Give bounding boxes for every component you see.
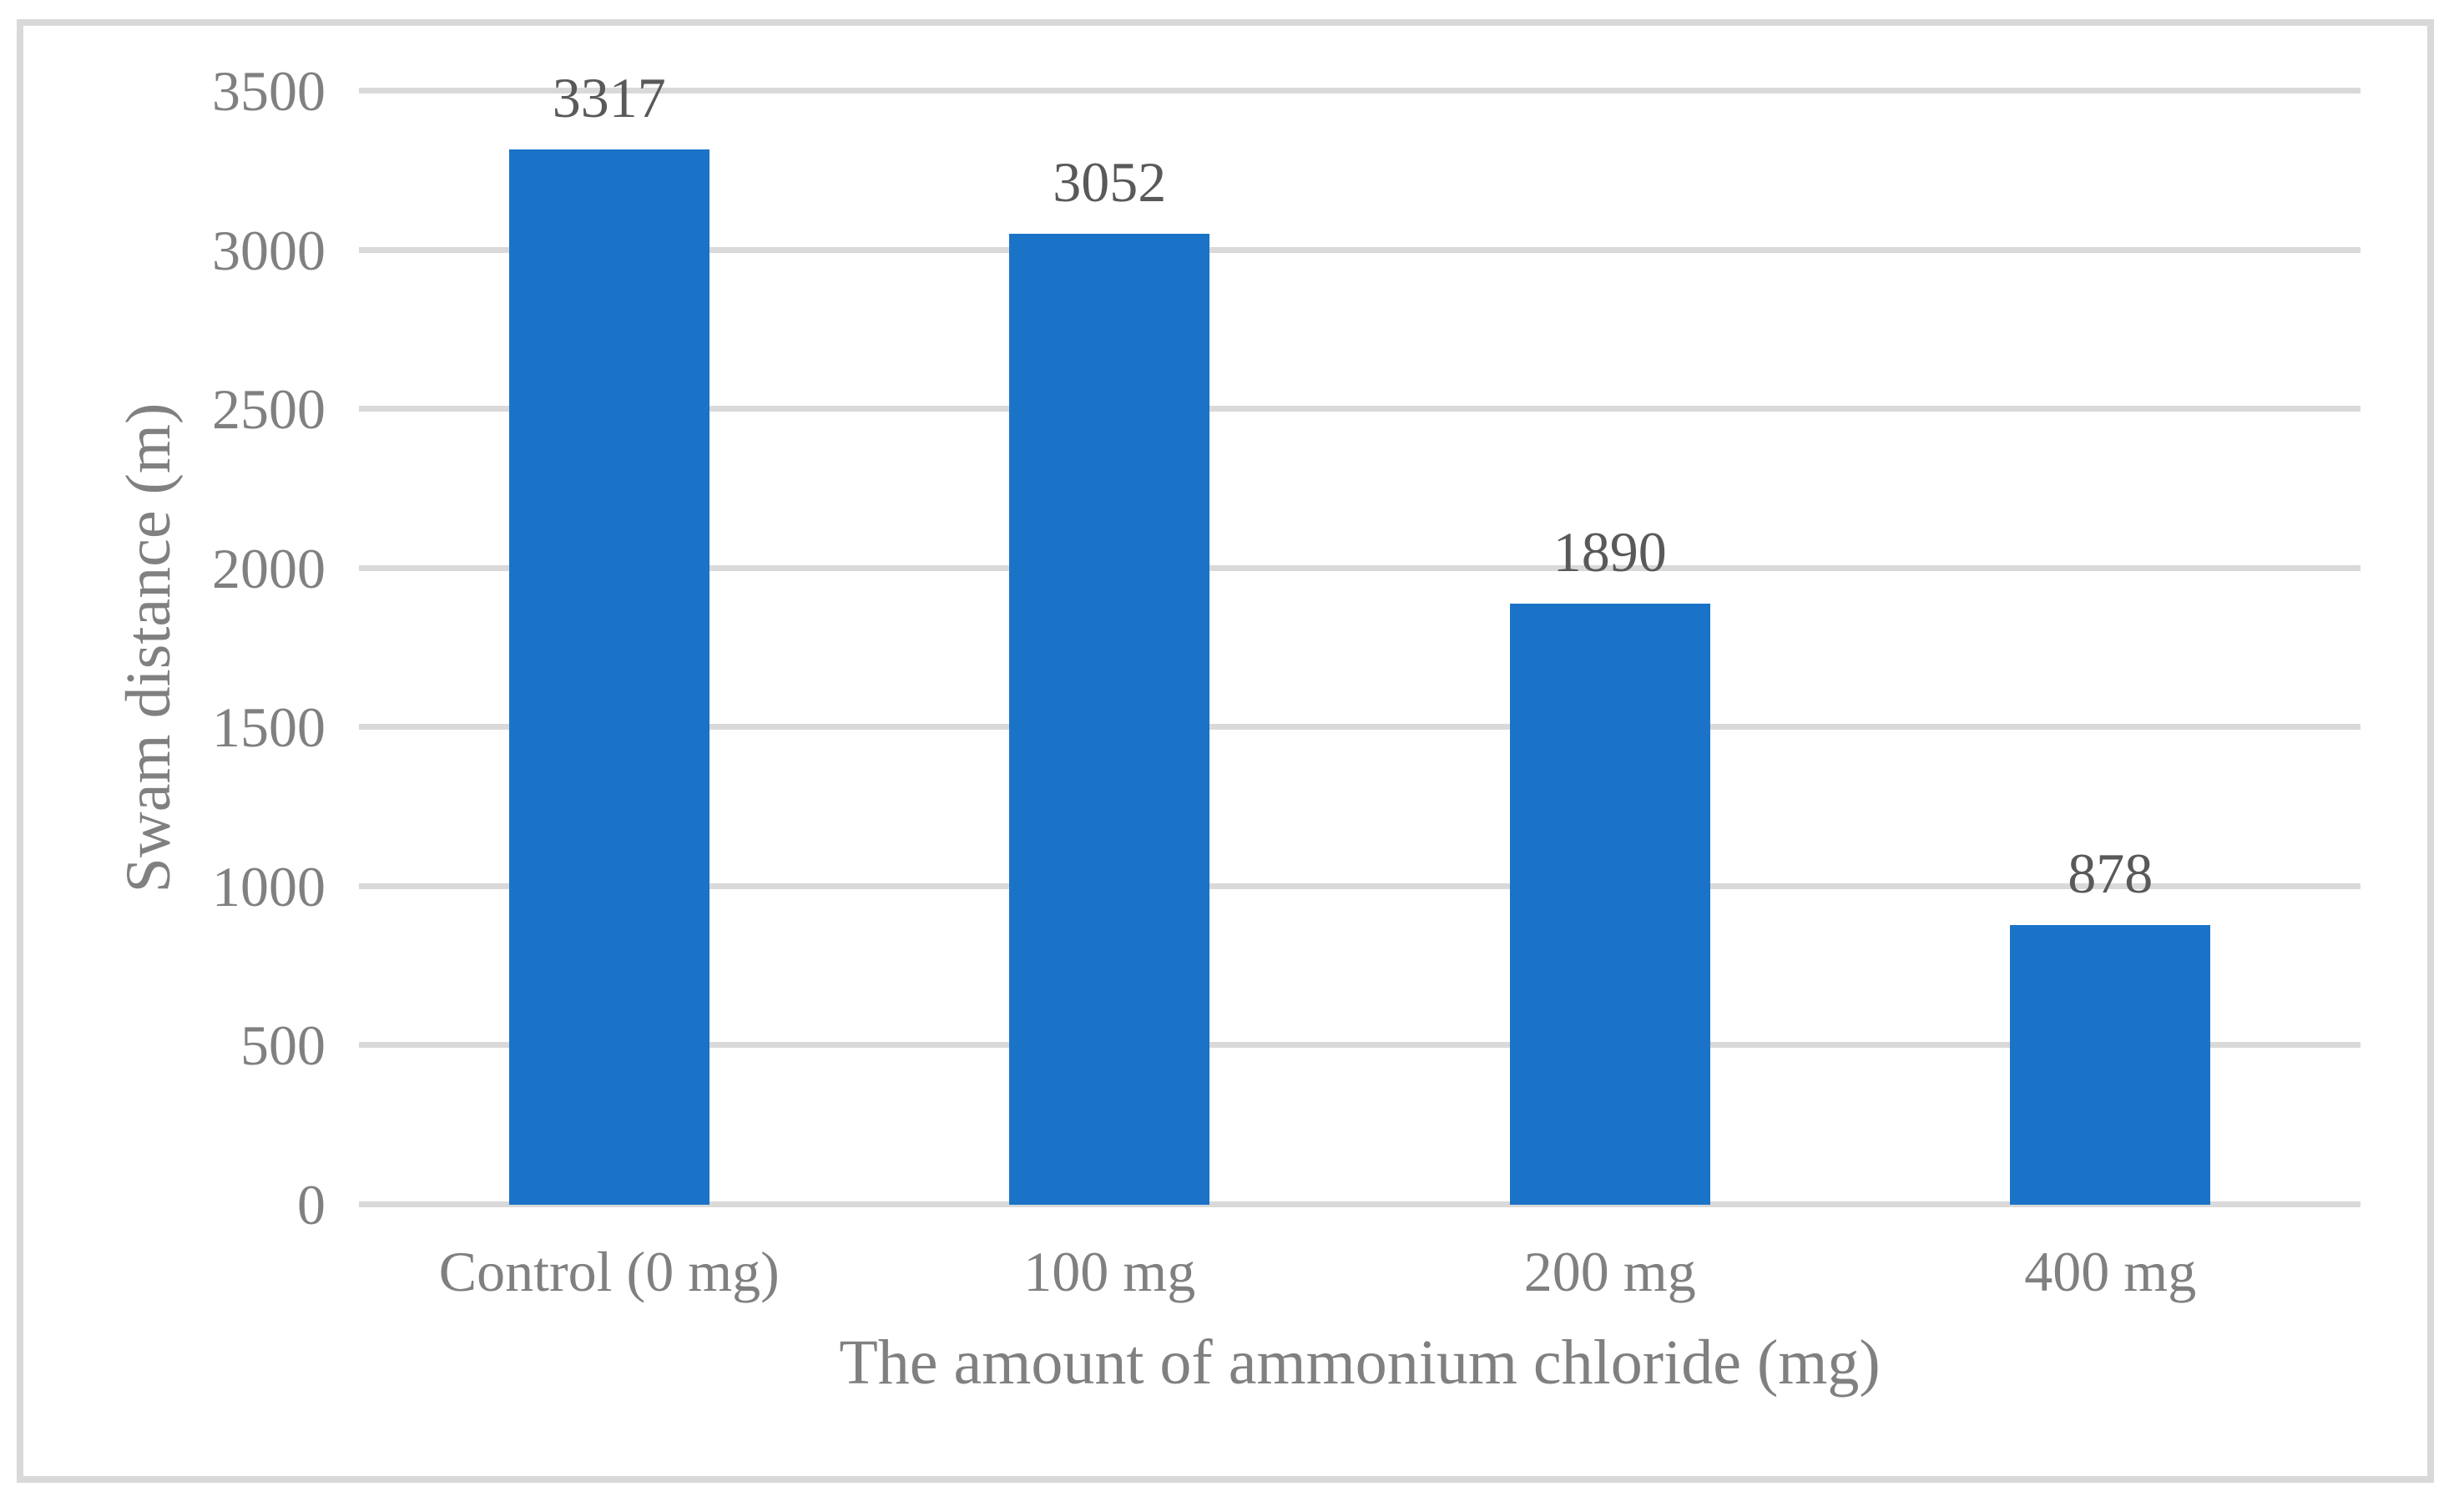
y-tick-label-3000: 3000: [212, 218, 326, 282]
x-axis-title: The amount of ammonium chloride (mg): [839, 1327, 1881, 1398]
y-tick-label-2000: 2000: [212, 536, 326, 600]
y-tick-label-2500: 2500: [212, 377, 326, 442]
x-category-label: 400 mg: [2024, 1240, 2197, 1303]
bar-slot: 3317: [359, 69, 860, 1205]
y-tick-label-1000: 1000: [212, 854, 326, 918]
x-axis-category-labels: Control (0 mg) 100 mg 200 mg 400 mg: [359, 1205, 2360, 1338]
bar-data-label: 3052: [1053, 149, 1167, 214]
gridline-0: [359, 1201, 2360, 1207]
x-category-label: 200 mg: [1523, 1240, 1696, 1303]
x-category-label: 100 mg: [1023, 1240, 1196, 1303]
y-axis-tick-labels: 0 500 1000 1500 2000 2500 3000 3500: [0, 63, 326, 1233]
bars-container: 3317 3052 1890 878: [359, 69, 2361, 1205]
plot-area: 3317 3052 1890 878: [359, 69, 2361, 1207]
bar: [508, 149, 709, 1205]
gridline-2000: [359, 564, 2360, 571]
bar-data-label: 3317: [552, 65, 666, 129]
x-category-label: Control (0 mg): [438, 1240, 780, 1303]
bar: [1509, 603, 1710, 1205]
gridline-2500: [359, 406, 2360, 412]
bar: [1009, 233, 1210, 1205]
bar: [2010, 925, 2211, 1205]
y-tick-label-500: 500: [240, 1014, 326, 1078]
gridline-1500: [359, 724, 2360, 731]
bar-slot: 878: [1861, 91, 2361, 1205]
gridline-1000: [359, 882, 2360, 889]
chart-frame: [17, 19, 2434, 1483]
bar-slot: 3052: [860, 91, 1361, 1205]
y-tick-label-1500: 1500: [212, 695, 326, 760]
bar-data-label: 1890: [1553, 519, 1667, 584]
gridline-3000: [359, 246, 2360, 253]
bar-data-label: 878: [2068, 842, 2153, 906]
gridline-500: [359, 1042, 2360, 1049]
bar-slot: 1890: [1360, 91, 1861, 1205]
y-tick-label-0: 0: [297, 1173, 326, 1236]
gridline-3500: [359, 88, 2360, 94]
y-tick-label-3500: 3500: [212, 59, 326, 123]
